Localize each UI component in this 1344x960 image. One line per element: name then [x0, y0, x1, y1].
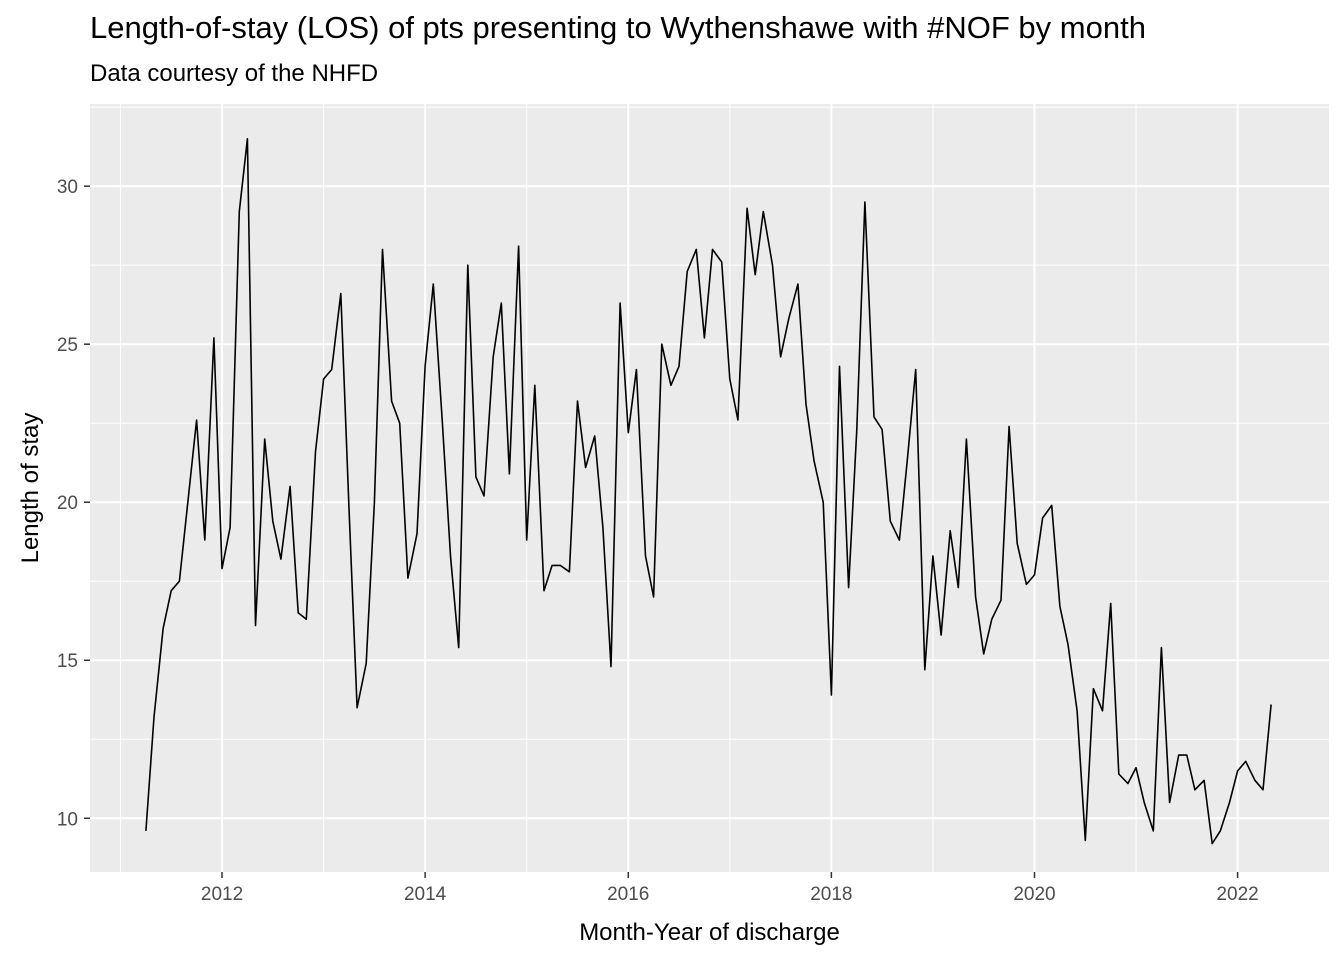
y-axis-title: Length of stay [17, 413, 44, 564]
x-tick-label: 2020 [1013, 884, 1055, 905]
x-tick-label: 2014 [404, 884, 447, 905]
x-tick-label: 2012 [201, 884, 243, 905]
y-tick-label: 20 [57, 493, 78, 514]
x-tick-label: 2016 [607, 884, 649, 905]
y-tick-label: 30 [57, 177, 78, 198]
los-series-line [145, 138, 1272, 845]
y-tick-label: 10 [57, 809, 78, 830]
chart-subtitle: Data courtesy of the NHFD [90, 60, 379, 87]
major-gridlines [90, 104, 1329, 872]
y-tick-label: 15 [57, 651, 78, 672]
x-axis: 2012 2014 2016 2018 2020 2022 [201, 872, 1259, 905]
series-layer [145, 138, 1272, 845]
chart-title: Length-of-stay (LOS) of pts presenting t… [90, 10, 1146, 45]
x-tick-label: 2018 [810, 884, 852, 905]
plot-panel [90, 104, 1329, 872]
x-axis-title: Month-Year of discharge [579, 919, 840, 946]
x-tick-label: 2022 [1216, 884, 1258, 905]
y-axis: 10 15 20 25 30 [57, 177, 90, 830]
y-tick-label: 25 [57, 335, 78, 356]
